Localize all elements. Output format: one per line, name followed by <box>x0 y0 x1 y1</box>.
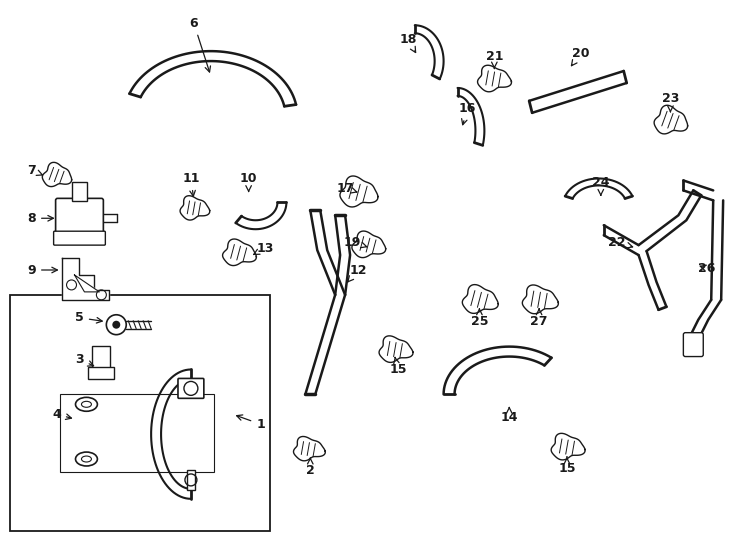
Polygon shape <box>654 105 688 134</box>
Polygon shape <box>352 231 385 258</box>
Text: 11: 11 <box>182 172 200 196</box>
Polygon shape <box>294 436 325 461</box>
Polygon shape <box>340 176 378 207</box>
Text: 22: 22 <box>608 235 633 248</box>
Text: 12: 12 <box>348 264 367 282</box>
Text: 24: 24 <box>592 176 609 195</box>
Text: 23: 23 <box>662 92 679 112</box>
Text: 14: 14 <box>501 408 518 424</box>
Text: 7: 7 <box>27 164 43 177</box>
Polygon shape <box>222 239 256 266</box>
Text: 21: 21 <box>486 50 503 68</box>
Text: 5: 5 <box>75 311 102 324</box>
FancyBboxPatch shape <box>88 368 115 380</box>
Polygon shape <box>43 163 72 187</box>
Text: 8: 8 <box>27 212 54 225</box>
Text: 18: 18 <box>399 33 416 52</box>
Text: 27: 27 <box>531 309 548 328</box>
Polygon shape <box>75 275 99 292</box>
Text: 16: 16 <box>459 103 476 125</box>
Text: 2: 2 <box>306 458 315 477</box>
FancyBboxPatch shape <box>683 333 703 356</box>
Text: 17: 17 <box>336 182 357 195</box>
Polygon shape <box>551 434 585 460</box>
FancyBboxPatch shape <box>56 198 103 238</box>
FancyBboxPatch shape <box>92 346 110 369</box>
Text: 10: 10 <box>240 172 258 191</box>
Bar <box>59 394 214 472</box>
Text: 9: 9 <box>27 264 57 276</box>
Text: 15: 15 <box>559 457 575 476</box>
Text: 13: 13 <box>254 241 275 255</box>
Polygon shape <box>478 65 512 92</box>
FancyBboxPatch shape <box>71 183 87 201</box>
Text: 1: 1 <box>236 415 265 431</box>
Text: 20: 20 <box>572 46 589 66</box>
Text: 4: 4 <box>52 408 71 421</box>
Text: 19: 19 <box>344 235 367 248</box>
Bar <box>10 295 271 531</box>
Polygon shape <box>523 285 559 314</box>
Text: 3: 3 <box>75 353 93 366</box>
Text: 6: 6 <box>189 17 211 72</box>
FancyBboxPatch shape <box>178 379 204 399</box>
Polygon shape <box>180 195 210 220</box>
Polygon shape <box>379 336 413 362</box>
Polygon shape <box>462 285 498 313</box>
FancyBboxPatch shape <box>187 470 195 490</box>
Text: 26: 26 <box>697 261 715 274</box>
Circle shape <box>112 321 120 329</box>
Text: 25: 25 <box>470 309 488 328</box>
Text: 15: 15 <box>389 357 407 376</box>
Polygon shape <box>62 258 109 300</box>
FancyBboxPatch shape <box>54 231 106 245</box>
